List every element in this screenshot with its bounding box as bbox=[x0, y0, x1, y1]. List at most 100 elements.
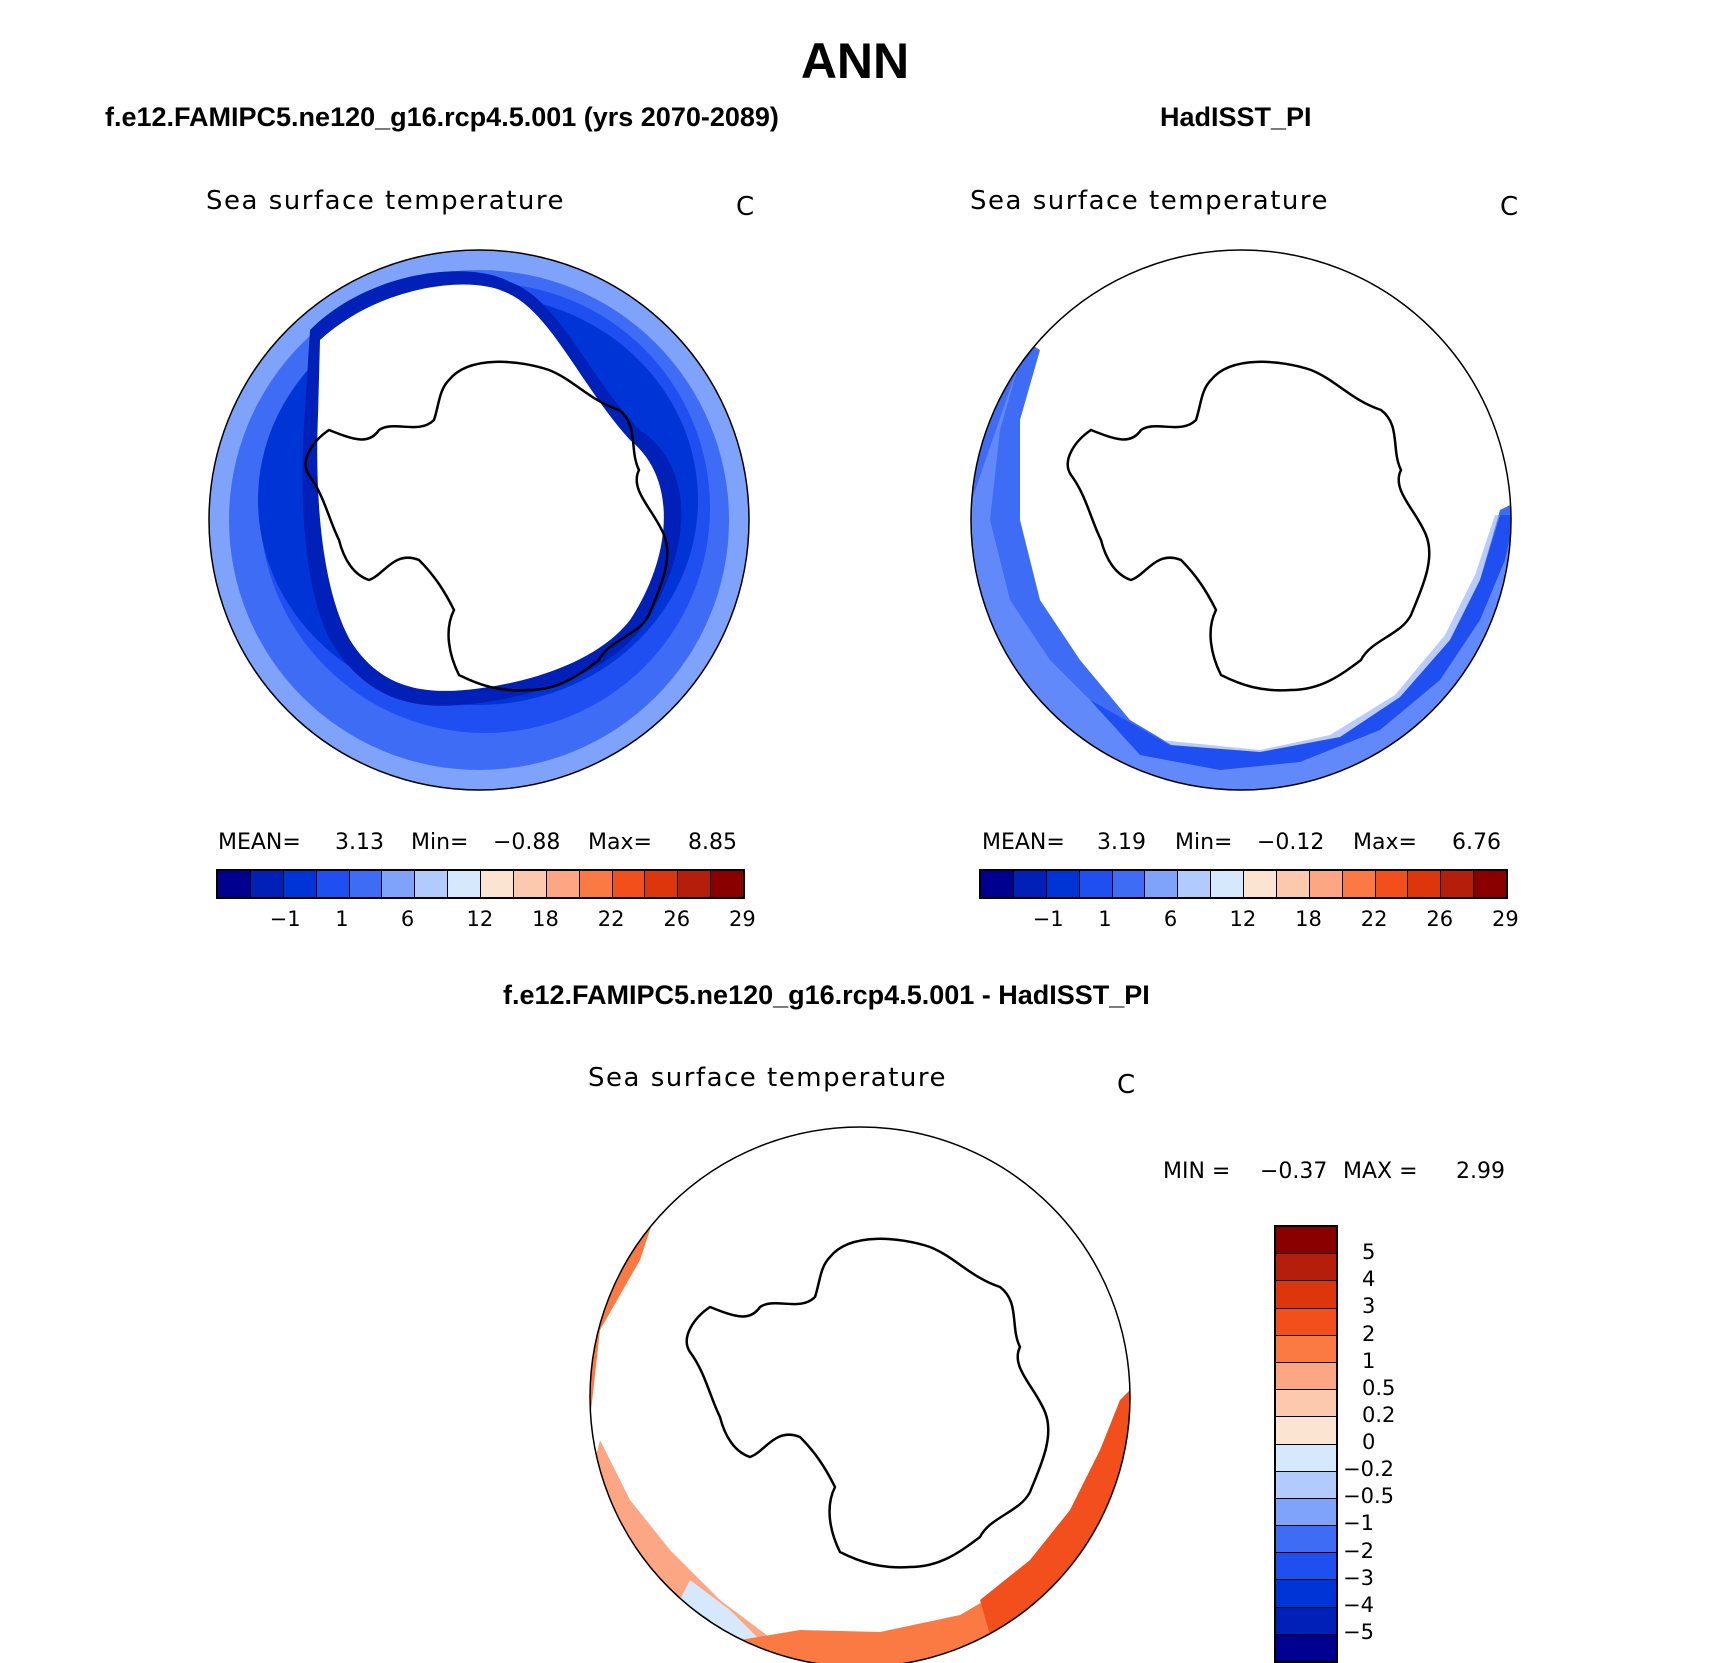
colorbar-swatch bbox=[1276, 1390, 1336, 1418]
colorbar-swatch bbox=[1276, 1227, 1336, 1255]
colorbar-swatch bbox=[1276, 1553, 1336, 1581]
colorbar-tick-label: 18 bbox=[532, 907, 559, 931]
colorbar-tick-label: 2 bbox=[1362, 1321, 1376, 1346]
colorbar-swatch bbox=[678, 871, 712, 897]
colorbar-swatch bbox=[981, 871, 1014, 897]
colorbar-swatch bbox=[250, 871, 284, 897]
colorbar-swatch bbox=[1309, 871, 1343, 897]
colorbar-tick-label: −0.5 bbox=[1343, 1484, 1394, 1509]
colorbar-swatch bbox=[1079, 871, 1113, 897]
colorbar-swatch bbox=[711, 871, 743, 897]
colorbar-tick-label: 6 bbox=[400, 907, 415, 931]
diff-case-title: f.e12.FAMIPC5.ne120_g16.rcp4.5.001 - Had… bbox=[503, 980, 1150, 1010]
colorbar-tick-label: 5 bbox=[1362, 1240, 1376, 1265]
model-units-label: C bbox=[736, 192, 756, 222]
model-variable-label: Sea surface temperature bbox=[206, 186, 565, 216]
colorbar-tick-label: −1 bbox=[1032, 907, 1064, 931]
colorbar-swatch bbox=[1145, 871, 1179, 897]
model-case-title: f.e12.FAMIPC5.ne120_g16.rcp4.5.001 (yrs … bbox=[105, 102, 779, 132]
colorbar-tick-label: −4 bbox=[1343, 1592, 1374, 1617]
obs-sst-map bbox=[971, 250, 1511, 790]
model-max-value: 8.85 bbox=[688, 830, 737, 855]
colorbar-swatch bbox=[1276, 1335, 1336, 1363]
colorbar-swatch bbox=[579, 871, 613, 897]
obs-units-label: C bbox=[1500, 192, 1520, 222]
obs-min-value: −0.12 bbox=[1257, 830, 1325, 855]
obs-mean-value: 3.19 bbox=[1097, 830, 1146, 855]
colorbar-swatch bbox=[1375, 871, 1409, 897]
diff-min-label: MIN = bbox=[1163, 1159, 1231, 1184]
colorbar-swatch bbox=[218, 871, 251, 897]
model-mean-label: MEAN= bbox=[218, 830, 301, 855]
colorbar-swatch bbox=[1342, 871, 1376, 897]
colorbar-tick-label: 26 bbox=[663, 907, 691, 931]
colorbar-swatch bbox=[1276, 1634, 1336, 1661]
colorbar-swatch bbox=[1276, 1254, 1336, 1282]
colorbar-swatch bbox=[349, 871, 383, 897]
colorbar-swatch bbox=[1276, 1607, 1336, 1635]
colorbar-swatch bbox=[1276, 1498, 1336, 1527]
colorbar-tick-label: 22 bbox=[597, 907, 625, 931]
diff-max-label: MAX = bbox=[1343, 1159, 1418, 1184]
diff-units-label: C bbox=[1117, 1070, 1137, 1100]
obs-max-label: Max= bbox=[1353, 830, 1417, 855]
colorbar-tick-label: 1 bbox=[1362, 1348, 1376, 1373]
colorbar-swatch bbox=[1046, 871, 1080, 897]
obs-case-title: HadISST_PI bbox=[1160, 102, 1312, 132]
colorbar-swatch bbox=[1276, 1580, 1336, 1608]
colorbar-tick-label: 12 bbox=[1229, 907, 1257, 931]
diff-sst-map bbox=[590, 1127, 1130, 1663]
colorbar-swatch bbox=[546, 871, 580, 897]
colorbar-tick-label: 0.5 bbox=[1362, 1375, 1396, 1400]
colorbar-swatch bbox=[1112, 871, 1146, 897]
colorbar-tick-label: 18 bbox=[1295, 907, 1322, 931]
colorbar-tick-label: −1 bbox=[269, 907, 301, 931]
colorbar-swatch bbox=[1276, 1308, 1336, 1336]
obs-max-value: 6.76 bbox=[1452, 830, 1501, 855]
model-sst-map bbox=[209, 250, 749, 790]
obs-mean-label: MEAN= bbox=[982, 830, 1065, 855]
colorbar-tick-label: 12 bbox=[466, 907, 494, 931]
colorbar-swatch bbox=[1276, 1444, 1336, 1472]
colorbar-tick-label: 4 bbox=[1362, 1267, 1376, 1292]
colorbar-tick-label: −5 bbox=[1343, 1619, 1374, 1644]
colorbar-swatch bbox=[415, 871, 449, 897]
diff-min-value: −0.37 bbox=[1260, 1159, 1328, 1184]
diff-max-value: 2.99 bbox=[1456, 1159, 1505, 1184]
colorbar-tick-label: 22 bbox=[1360, 907, 1388, 931]
colorbar-swatch bbox=[1474, 871, 1506, 897]
colorbar-tick-label: 3 bbox=[1362, 1294, 1376, 1319]
model-min-label: Min= bbox=[411, 830, 469, 855]
colorbar-tick-label: 26 bbox=[1426, 907, 1454, 931]
obs-min-label: Min= bbox=[1175, 830, 1233, 855]
colorbar-swatch bbox=[645, 871, 679, 897]
model-min-value: −0.88 bbox=[493, 830, 561, 855]
colorbar-swatch bbox=[1276, 1526, 1336, 1554]
model-colorbar bbox=[216, 869, 745, 899]
colorbar-tick-label: 29 bbox=[1492, 907, 1519, 931]
colorbar-tick-label: −3 bbox=[1343, 1565, 1374, 1590]
colorbar-swatch bbox=[481, 871, 514, 897]
colorbar-tick-label: 1 bbox=[335, 907, 349, 931]
colorbar-tick-label: 0.2 bbox=[1362, 1402, 1396, 1427]
colorbar-swatch bbox=[1276, 1362, 1336, 1391]
diff-colorbar bbox=[1274, 1225, 1338, 1663]
colorbar-swatch bbox=[1441, 871, 1475, 897]
colorbar-swatch bbox=[1211, 871, 1244, 897]
obs-colorbar bbox=[979, 869, 1508, 899]
colorbar-swatch bbox=[1178, 871, 1212, 897]
colorbar-tick-label: 1 bbox=[1098, 907, 1112, 931]
colorbar-swatch bbox=[1276, 1281, 1336, 1309]
colorbar-tick-label: −2 bbox=[1343, 1538, 1374, 1563]
colorbar-swatch bbox=[1276, 1471, 1336, 1499]
colorbar-tick-label: −0.2 bbox=[1343, 1457, 1394, 1482]
obs-variable-label: Sea surface temperature bbox=[970, 186, 1329, 216]
colorbar-swatch bbox=[283, 871, 317, 897]
colorbar-tick-label: 6 bbox=[1163, 907, 1178, 931]
colorbar-swatch bbox=[612, 871, 646, 897]
colorbar-swatch bbox=[513, 871, 547, 897]
colorbar-swatch bbox=[382, 871, 416, 897]
colorbar-swatch bbox=[316, 871, 350, 897]
colorbar-tick-label: 0 bbox=[1362, 1430, 1376, 1454]
